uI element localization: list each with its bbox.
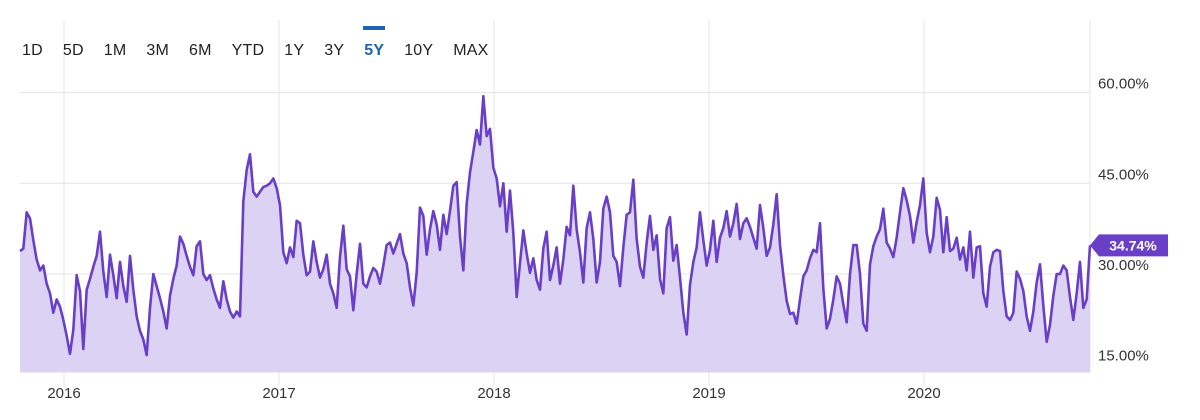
x-tick-label: 2016	[47, 385, 80, 402]
x-tick-label: 2020	[907, 385, 940, 402]
current-value-badge-shape	[1090, 234, 1168, 257]
range-tab-3y[interactable]: 3Y	[324, 42, 345, 59]
x-tick-label: 2018	[477, 385, 510, 402]
y-tick-label: 60.00%	[1098, 76, 1149, 93]
series-area	[20, 96, 1090, 373]
range-selector: 1D 5D 1M 3M 6M YTD 1Y 3Y 5Y 10Y MAX	[22, 26, 509, 64]
range-tab-1y[interactable]: 1Y	[284, 42, 305, 59]
current-value-badge: 34.74%	[1090, 234, 1168, 257]
range-tab-1d[interactable]: 1D	[22, 42, 43, 59]
y-tick-label: 45.00%	[1098, 166, 1149, 183]
x-tick-label: 2019	[692, 385, 725, 402]
range-tab-max[interactable]: MAX	[453, 42, 489, 59]
range-tab-5y[interactable]: 5Y	[363, 26, 386, 59]
range-tab-ytd[interactable]: YTD	[231, 42, 265, 59]
range-tab-3m[interactable]: 3M	[146, 42, 169, 59]
range-tab-5d[interactable]: 5D	[62, 42, 84, 59]
y-tick-label: 30.00%	[1098, 257, 1149, 274]
range-tab-6m[interactable]: 6M	[189, 42, 212, 59]
series-line	[19, 94, 1092, 357]
range-tab-1m[interactable]: 1M	[103, 42, 127, 59]
current-value-label: 34.74%	[1109, 237, 1157, 253]
x-tick-label: 2017	[262, 385, 295, 402]
range-tab-10y[interactable]: 10Y	[404, 42, 434, 59]
y-tick-label: 15.00%	[1098, 348, 1149, 365]
